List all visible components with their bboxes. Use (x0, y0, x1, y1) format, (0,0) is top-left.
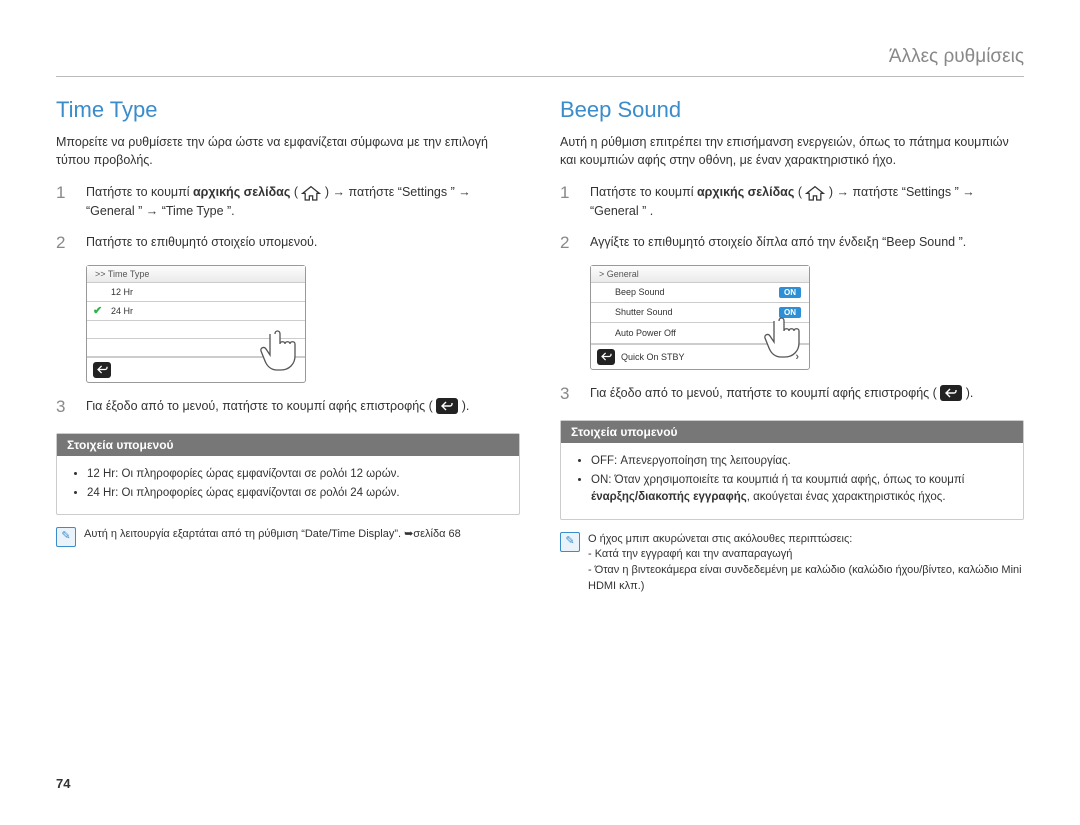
step-body: Για έξοδο από το μενού, πατήστε το κουμπ… (590, 384, 1024, 403)
item-text: Όταν χρησιμοποιείτε τα κουμπιά ή τα κουμ… (615, 474, 965, 486)
step-text: ). (458, 399, 469, 413)
submenu-box: Στοιχεία υπομενού 12 Hr: Οι πληροφορίες … (56, 433, 520, 516)
screen-row-empty (87, 321, 305, 339)
submenu-item: 12 Hr: Οι πληροφορίες ώρας εμφανίζονται … (87, 466, 505, 483)
step-body: Αγγίξτε το επιθυμητό στοιχείο δίπλα από … (590, 233, 1024, 252)
screen-row[interactable]: 12 Hr (87, 283, 305, 302)
step-text-bold: αρχικής σελίδας (193, 185, 290, 199)
step-number: 3 (56, 397, 72, 417)
submenu-body: OFF: Απενεργοποίηση της λειτουργίας. ON:… (561, 443, 1023, 519)
right-step: 3 Για έξοδο από το μενού, πατήστε το κου… (560, 384, 1024, 404)
right-step: 1 Πατήστε το κουμπί αρχικής σελίδας ( ) … (560, 183, 1024, 221)
screen-footer (87, 357, 305, 382)
screen-row[interactable]: Auto Power Off › (591, 323, 809, 344)
screen-row[interactable]: Shutter Sound ON (591, 303, 809, 323)
submenu-box: Στοιχεία υπομενού OFF: Απενεργοποίηση τη… (560, 420, 1024, 520)
step-number: 3 (560, 384, 576, 404)
step-text-bold: αρχικής σελίδας (697, 185, 794, 199)
step-text: Για έξοδο από το μενού, πατήστε το κουμπ… (590, 386, 940, 400)
home-icon (805, 186, 825, 200)
row-label: 24 Hr (111, 306, 133, 316)
left-intro: Μπορείτε να ρυθμίσετε την ώρα ώστε να εμ… (56, 133, 520, 169)
right-step: 2 Αγγίξτε το επιθυμητό στοιχείο δίπλα απ… (560, 233, 1024, 253)
left-section-title: Time Type (56, 97, 520, 123)
back-icon (436, 398, 458, 414)
submenu-header: Στοιχεία υπομενού (561, 421, 1023, 443)
step-number: 1 (560, 183, 576, 203)
back-button[interactable] (597, 349, 615, 365)
screen-row-empty (87, 339, 305, 357)
back-icon (940, 385, 962, 401)
back-button[interactable] (93, 362, 111, 378)
step-body: Πατήστε το κουμπί αρχικής σελίδας ( ) → … (86, 183, 520, 221)
screen-header: >> Time Type (87, 266, 305, 283)
submenu-body: 12 Hr: Οι πληροφορίες ώρας εμφανίζονται … (57, 456, 519, 515)
step-text: ( (290, 185, 301, 199)
step-number: 2 (560, 233, 576, 253)
note-line: - Όταν η βιντεοκάμερα είναι συνδεδεμένη … (588, 563, 1024, 595)
row-label: Shutter Sound (615, 307, 673, 317)
note-line: - Κατά την εγγραφή και την αναπαραγωγή (588, 547, 1024, 563)
time-type-screen: >> Time Type 12 Hr ✔ 24 Hr (86, 265, 306, 383)
note-line: Ο ήχος μπιπ ακυρώνεται στις ακόλουθες πε… (588, 532, 1024, 548)
general-screen: > General Beep Sound ON Shutter Sound ON… (590, 265, 810, 370)
step-body: Για έξοδο από το μενού, πατήστε το κουμπ… (86, 397, 520, 416)
note-icon: ✎ (56, 527, 76, 547)
step-text: ( (794, 185, 805, 199)
screen-row[interactable]: Beep Sound ON (591, 283, 809, 303)
step-text: Πατήστε το κουμπί (86, 185, 193, 199)
item-label: ON (591, 474, 608, 486)
note: ✎ Αυτή η λειτουργία εξαρτάται από τη ρύθ… (56, 527, 520, 547)
toggle-on[interactable]: ON (779, 307, 801, 318)
row-label: Beep Sound (615, 287, 665, 297)
left-step: 2 Πατήστε το επιθυμητό στοιχείο υπομενού… (56, 233, 520, 253)
check-icon: ✔ (93, 304, 102, 317)
step-body: Πατήστε το κουμπί αρχικής σελίδας ( ) → … (590, 183, 1024, 221)
step-number: 1 (56, 183, 72, 203)
chevron-right-icon: › (795, 351, 803, 363)
note: ✎ Ο ήχος μπιπ ακυρώνεται στις ακόλουθες … (560, 532, 1024, 596)
step-text: ). (962, 386, 973, 400)
row-label: Auto Power Off (615, 328, 676, 338)
step-number: 2 (56, 233, 72, 253)
right-section-title: Beep Sound (560, 97, 1024, 123)
chevron-right-icon: › (793, 327, 801, 339)
row-label: Quick On STBY (621, 352, 685, 362)
page-header: Άλλες ρυθμίσεις (56, 46, 1024, 77)
note-text: Ο ήχος μπιπ ακυρώνεται στις ακόλουθες πε… (588, 532, 1024, 596)
item-text: , ακούγεται ένας χαρακτηριστικός ήχος. (747, 491, 946, 503)
right-column: Beep Sound Αυτή η ρύθμιση επιτρέπει την … (560, 97, 1024, 595)
page-number: 74 (56, 776, 70, 791)
screen-row[interactable]: ✔ 24 Hr (87, 302, 305, 321)
step-text: Πατήστε το κουμπί (590, 185, 697, 199)
left-step: 1 Πατήστε το κουμπί αρχικής σελίδας ( ) … (56, 183, 520, 221)
left-step: 3 Για έξοδο από το μενού, πατήστε το κου… (56, 397, 520, 417)
item-text: Απενεργοποίηση της λειτουργίας. (620, 455, 790, 467)
submenu-item: ON: Όταν χρησιμοποιείτε τα κουμπιά ή τα … (591, 472, 1009, 507)
note-icon: ✎ (560, 532, 580, 552)
step-text: Για έξοδο από το μενού, πατήστε το κουμπ… (86, 399, 436, 413)
submenu-item: OFF: Απενεργοποίηση της λειτουργίας. (591, 453, 1009, 470)
note-text: Αυτή η λειτουργία εξαρτάται από τη ρύθμι… (84, 527, 461, 547)
submenu-header: Στοιχεία υπομενού (57, 434, 519, 456)
screen-footer: Quick On STBY › (591, 344, 809, 369)
toggle-on[interactable]: ON (779, 287, 801, 298)
right-intro: Αυτή η ρύθμιση επιτρέπει την επισήμανση … (560, 133, 1024, 169)
home-icon (301, 186, 321, 200)
step-body: Πατήστε το επιθυμητό στοιχείο υπομενού. (86, 233, 520, 252)
screen-header: > General (591, 266, 809, 283)
item-text-bold: έναρξης/διακοπής εγγραφής (591, 491, 747, 503)
item-label: OFF (591, 455, 614, 467)
left-column: Time Type Μπορείτε να ρυθμίσετε την ώρα … (56, 97, 520, 595)
row-label: 12 Hr (111, 287, 133, 297)
submenu-item: 24 Hr: Οι πληροφορίες ώρας εμφανίζονται … (87, 485, 505, 502)
